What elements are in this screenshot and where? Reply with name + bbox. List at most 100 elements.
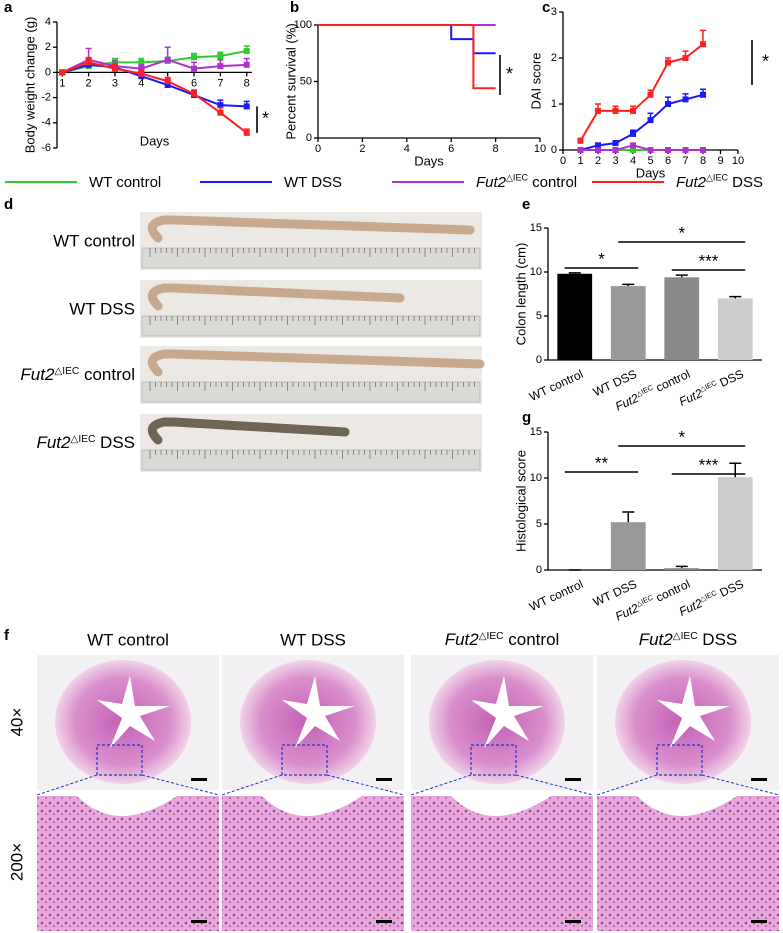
zoom-line (410, 774, 472, 796)
y-tick-label: 15 (530, 426, 542, 438)
series-line (61, 63, 247, 108)
zoom-line (596, 774, 658, 796)
y-tick-label: 0 (45, 66, 51, 78)
significance-label: ** (595, 453, 609, 472)
marker (630, 147, 636, 153)
scale-bar (751, 778, 767, 781)
row-label: 40× (7, 708, 26, 737)
x-tick-label: 7 (682, 155, 688, 167)
y-axis-label: Colon length (cm) (513, 243, 528, 346)
marker (191, 90, 198, 97)
marker (612, 140, 619, 147)
scale-bar (565, 920, 581, 923)
legend-label: WT DSS (284, 174, 342, 191)
marker (85, 59, 92, 66)
significance-label: * (678, 427, 685, 446)
y-tick-label: 2 (45, 41, 51, 53)
legend-label: Fut2△IEC DSS (676, 173, 763, 191)
marker (630, 130, 636, 137)
x-tick-label: 10 (534, 143, 546, 155)
y-tick-label: 10 (530, 472, 542, 484)
photo-label: WT DSS (69, 299, 135, 318)
lumen-detail (262, 796, 362, 816)
zoom-box (96, 744, 143, 776)
panel-letter: g (522, 409, 531, 426)
marker (665, 59, 671, 66)
marker (647, 147, 654, 153)
marker (682, 96, 689, 103)
error-bar (622, 283, 635, 287)
colon (147, 349, 485, 377)
photo-label: WT control (53, 231, 135, 250)
colon (147, 417, 350, 445)
marker (243, 103, 250, 110)
marker (612, 147, 619, 153)
marker (243, 47, 250, 54)
bar (610, 522, 646, 570)
panel-letter: a (4, 0, 13, 16)
scale-bar (565, 778, 581, 781)
series-line (61, 61, 248, 134)
marker (138, 59, 145, 66)
zoom-line (221, 774, 283, 796)
marker (647, 117, 654, 124)
panel-letter: b (290, 0, 299, 16)
x-axis-label: Days (636, 165, 666, 180)
x-tick-label: 8 (244, 77, 250, 89)
lumen (471, 676, 544, 748)
marker (595, 142, 601, 149)
error-bar (729, 462, 742, 478)
error-bar (622, 511, 635, 523)
y-tick-label: 0 (306, 132, 312, 144)
marker (164, 82, 171, 88)
marker (217, 63, 224, 70)
marker (217, 102, 224, 109)
marker (191, 65, 198, 72)
zoom-line (326, 774, 405, 796)
lumen-detail (637, 796, 737, 816)
significance-label: * (262, 108, 269, 128)
bar (717, 477, 753, 570)
series-line (318, 24, 496, 55)
x-tick-label: 3 (112, 77, 118, 89)
zoom-box (470, 744, 517, 776)
bar (664, 277, 700, 360)
y-tick-label: -4 (41, 117, 51, 129)
marker (647, 91, 654, 98)
y-tick-label: 0 (551, 144, 557, 156)
y-tick-label: 0 (536, 354, 542, 366)
panel-letter: c (542, 0, 550, 16)
error-bar (568, 272, 581, 274)
marker (700, 91, 706, 98)
series-line (318, 24, 496, 90)
significance-label: * (598, 249, 605, 268)
error-bar (675, 274, 688, 278)
ruler (141, 247, 481, 269)
zoom-line (141, 774, 220, 796)
histology-200x (37, 796, 219, 931)
marker (243, 61, 250, 68)
x-tick-label: 4 (630, 155, 636, 167)
marker (164, 56, 171, 63)
marker (138, 70, 145, 77)
x-tick-label: 6 (191, 77, 197, 89)
y-tick-label: 3 (551, 6, 557, 18)
zoom-line (515, 774, 594, 796)
lumen (97, 676, 170, 748)
legend-label: Fut2△IEC control (476, 173, 577, 191)
marker (577, 147, 584, 153)
histology-200x (597, 796, 779, 931)
scale-bar (376, 920, 392, 923)
ruler (141, 315, 481, 337)
marker (665, 101, 671, 107)
y-axis-label: Histological score (513, 450, 528, 552)
x-tick-label: 4 (404, 143, 410, 155)
significance-label: * (506, 64, 513, 84)
bar (557, 273, 593, 360)
x-tick-label: 2 (86, 77, 92, 89)
marker (665, 147, 671, 153)
bar (717, 298, 753, 360)
